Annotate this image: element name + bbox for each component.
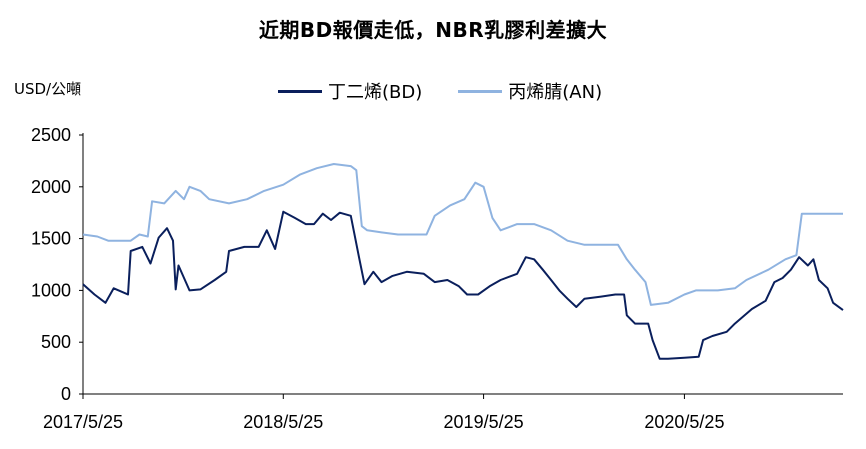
x-tick-label: 2018/5/25 xyxy=(243,412,323,432)
chart-legend: 丁二烯(BD) 丙烯腈(AN) xyxy=(278,78,638,104)
x-tick-label: 2017/5/25 xyxy=(43,412,123,432)
y-tick-label: 500 xyxy=(41,332,71,352)
legend-item-an: 丙烯腈(AN) xyxy=(458,78,602,104)
x-tick-label: 2019/5/25 xyxy=(444,412,524,432)
legend-label-bd: 丁二烯(BD) xyxy=(328,82,423,103)
legend-label-an: 丙烯腈(AN) xyxy=(508,82,603,103)
y-tick-label: 1000 xyxy=(31,280,71,300)
y-tick-label: 1500 xyxy=(31,229,71,249)
legend-item-bd: 丁二烯(BD) xyxy=(278,78,422,104)
y-tick-label: 0 xyxy=(61,384,71,404)
y-tick-label: 2000 xyxy=(31,177,71,197)
x-tick-label: 2020/5/25 xyxy=(644,412,724,432)
legend-swatch-an xyxy=(458,89,503,93)
series-line-an xyxy=(82,163,843,306)
legend-swatch-bd xyxy=(278,89,322,93)
series-line-bd xyxy=(82,210,844,360)
y-axis-unit-label: USD/公噸 xyxy=(14,80,82,98)
chart-title: 近期BD報價走低，NBR乳膠利差擴大 xyxy=(258,18,608,42)
y-tick-label: 2500 xyxy=(31,125,71,145)
